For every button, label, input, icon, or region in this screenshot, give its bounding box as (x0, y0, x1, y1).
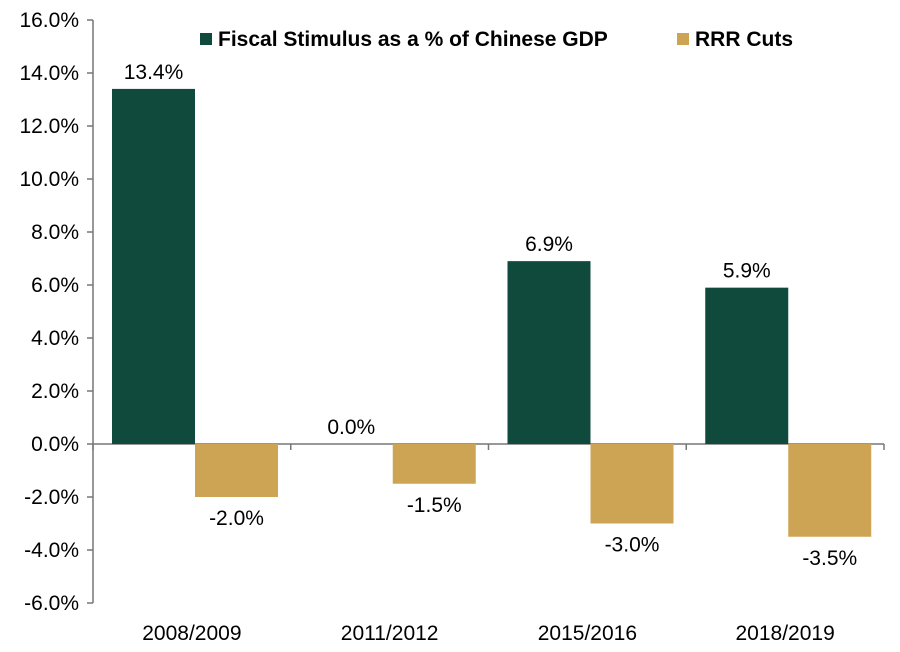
x-category-label: 2015/2016 (538, 622, 637, 645)
legend: Fiscal Stimulus as a % of Chinese GDP RRR… (200, 28, 793, 51)
bar-rrr-cuts (195, 444, 278, 497)
data-label: 0.0% (327, 416, 375, 439)
y-tick-label: 10.0% (19, 168, 79, 191)
data-label: 5.9% (723, 260, 771, 283)
y-tick-label: 14.0% (19, 62, 79, 85)
legend-label: Fiscal Stimulus as a % of Chinese GDP (218, 28, 608, 51)
y-tick-label: 0.0% (31, 433, 79, 456)
legend-swatch (200, 33, 212, 45)
data-labels: 13.4% -2.0% 0.0% -1.5% 6.9% -3.0% 5.9% -3.5% (124, 61, 857, 570)
bar-rrr-cuts (392, 444, 476, 484)
legend-label: RRR Cuts (695, 28, 793, 51)
x-category-label: 2011/2012 (341, 622, 439, 645)
bar-rrr-cuts (590, 444, 674, 524)
y-tick-label: -4.0% (24, 539, 79, 562)
y-tick-label: -2.0% (24, 486, 79, 509)
data-label: 6.9% (525, 233, 573, 256)
x-category-label: 2018/2019 (735, 622, 834, 645)
y-tick-label: 6.0% (31, 274, 79, 297)
data-label: 13.4% (124, 61, 184, 84)
data-label: -3.5% (802, 547, 857, 570)
bar-rrr-cuts (788, 444, 872, 537)
y-tick-label: 8.0% (31, 221, 79, 244)
x-category-label: 2008/2009 (142, 622, 241, 645)
axes: 16.0% 14.0% 12.0% 10.0% 8.0% 6.0% 4.0% 2.0% 0.0%… (19, 9, 885, 645)
y-tick-label: 4.0% (31, 327, 79, 350)
data-label: -1.5% (407, 494, 462, 517)
bars (112, 88, 872, 537)
legend-swatch (677, 33, 689, 45)
bar-fiscal-stimulus (112, 88, 195, 445)
bar-fiscal-stimulus (705, 287, 789, 444)
y-tick-label: 12.0% (19, 115, 79, 138)
bar-fiscal-stimulus (507, 261, 591, 444)
y-tick-label: 2.0% (31, 380, 79, 403)
y-tick-label: 16.0% (19, 9, 79, 32)
y-tick-label: -6.0% (24, 592, 79, 615)
data-label: -3.0% (605, 534, 660, 557)
data-label: -2.0% (209, 507, 264, 530)
